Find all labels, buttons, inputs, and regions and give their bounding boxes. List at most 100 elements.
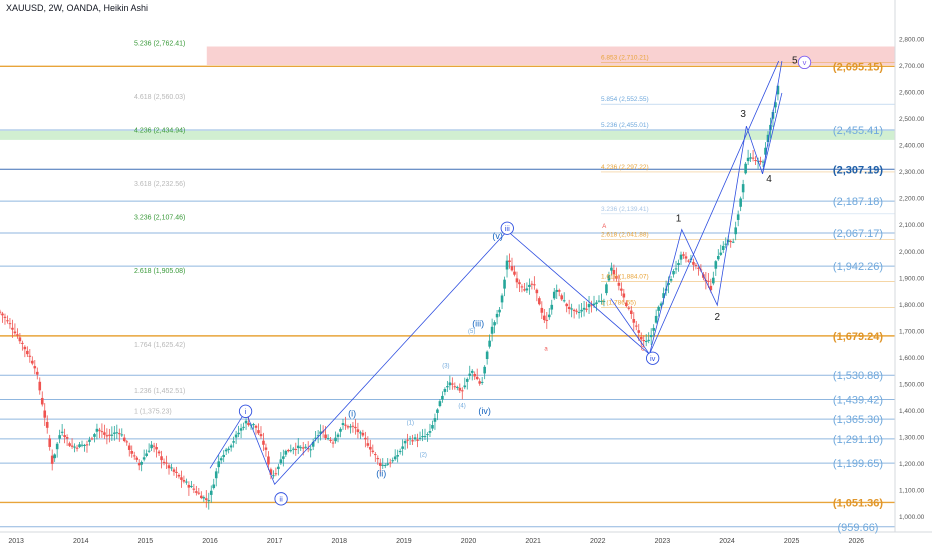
candle-body [615, 275, 618, 279]
x-tick-label: 2026 [848, 538, 864, 545]
candle-body [55, 443, 59, 450]
candle-body [53, 454, 56, 459]
candle-body [627, 307, 631, 309]
y-tick-label: 2,500.00 [899, 116, 925, 123]
candle-body [677, 263, 680, 266]
candle-body [438, 401, 442, 407]
candle-body [63, 435, 66, 437]
x-tick-label: 2014 [73, 538, 89, 545]
candle-body [120, 434, 124, 436]
candle-body [247, 422, 250, 426]
candle-body [381, 464, 385, 466]
candle-body [16, 334, 19, 336]
fib-label-mid: 6.853 (2,710.21) [601, 54, 649, 61]
candle-body [202, 497, 206, 499]
minor-wave-label: (4) [458, 403, 465, 409]
wave-label: 1 [676, 214, 682, 225]
right-level-label: (959.66) [838, 522, 879, 534]
candle-body [612, 270, 616, 275]
minor-wave-label: a [544, 346, 548, 352]
candle-body [679, 254, 683, 260]
candle-body [78, 444, 81, 448]
candle-body [252, 424, 255, 426]
wave-label: 5 [792, 56, 798, 67]
minor-wave-label: (5) [468, 329, 475, 335]
candle-body [197, 492, 201, 494]
candle-body [528, 284, 531, 287]
candle-body [23, 346, 27, 350]
candle-body [93, 434, 96, 437]
candle-body [73, 446, 76, 448]
candle-body [239, 428, 243, 431]
candle-body [764, 147, 767, 155]
x-tick-label: 2025 [784, 538, 800, 545]
candle-body [100, 431, 104, 433]
candle-body [498, 309, 501, 313]
candle-body [378, 462, 382, 466]
fib-label-left: 3.618 (2,232.56) [134, 181, 185, 188]
candle-body [766, 134, 770, 143]
wave-circle-marker [274, 492, 288, 506]
candle-body [351, 425, 355, 427]
candle-body [267, 456, 270, 465]
candle-body [513, 271, 516, 275]
x-tick-label: 2015 [138, 538, 154, 545]
right-level-label: (1,679.24) [833, 331, 883, 343]
candle-body [729, 241, 733, 243]
candle-body [257, 430, 260, 434]
candle-body [354, 426, 357, 429]
candle-body [386, 463, 390, 465]
right-level-label: (1,439.42) [833, 395, 883, 407]
candle-body [458, 387, 462, 391]
y-tick-label: 2,000.00 [899, 249, 925, 256]
candle-body [421, 436, 424, 438]
candle-body [103, 432, 106, 435]
candle-body [242, 426, 245, 428]
y-tick-label: 1,800.00 [899, 302, 925, 309]
x-tick-label: 2013 [8, 538, 24, 545]
candle-body [692, 261, 695, 265]
fib-label-left: 1.764 (1,625.42) [134, 342, 185, 349]
candle-body [652, 327, 655, 331]
candle-body [204, 498, 208, 501]
y-tick-label: 2,600.00 [899, 90, 925, 97]
minor-wave-label: C [641, 346, 646, 352]
candle-body [217, 461, 221, 468]
candle-body [500, 295, 504, 303]
candle-body [659, 303, 663, 306]
candle-body [6, 320, 9, 322]
wave-label: (ii) [376, 468, 386, 478]
candle-body [416, 439, 419, 441]
y-tick-label: 1,700.00 [899, 328, 925, 335]
fib-label-mid: 2.618 (2,041.88) [601, 232, 649, 239]
right-level-label: (2,455.41) [833, 125, 883, 137]
symbol-title: XAUUSD, 2W, OANDA, Heikin Ashi [6, 3, 149, 13]
wave-label: v [803, 58, 807, 67]
y-tick-label: 1,100.00 [899, 488, 925, 495]
candle-body [617, 282, 621, 286]
candle-body [324, 434, 327, 439]
x-tick-label: 2018 [331, 538, 347, 545]
candle-body [535, 289, 539, 294]
fib-label-left: 4.236 (2,434.94) [134, 127, 185, 134]
candle-body [451, 383, 454, 385]
candle-body [580, 309, 583, 312]
candle-body [525, 288, 529, 291]
candle-body [175, 471, 178, 473]
candle-body [585, 308, 588, 310]
candle-body [301, 447, 305, 449]
candle-body [132, 455, 136, 457]
candle-body [431, 425, 434, 429]
candle-body [319, 431, 322, 434]
candle-body [647, 339, 650, 341]
candle-body [232, 441, 235, 443]
candle-body [465, 378, 469, 382]
candle-body [192, 488, 196, 490]
candle-body [70, 445, 74, 447]
candle-body [413, 437, 417, 440]
support-zone-green [0, 130, 895, 140]
minor-wave-label: (1) [407, 421, 414, 427]
candle-body [456, 386, 459, 388]
candle-body [306, 448, 310, 450]
